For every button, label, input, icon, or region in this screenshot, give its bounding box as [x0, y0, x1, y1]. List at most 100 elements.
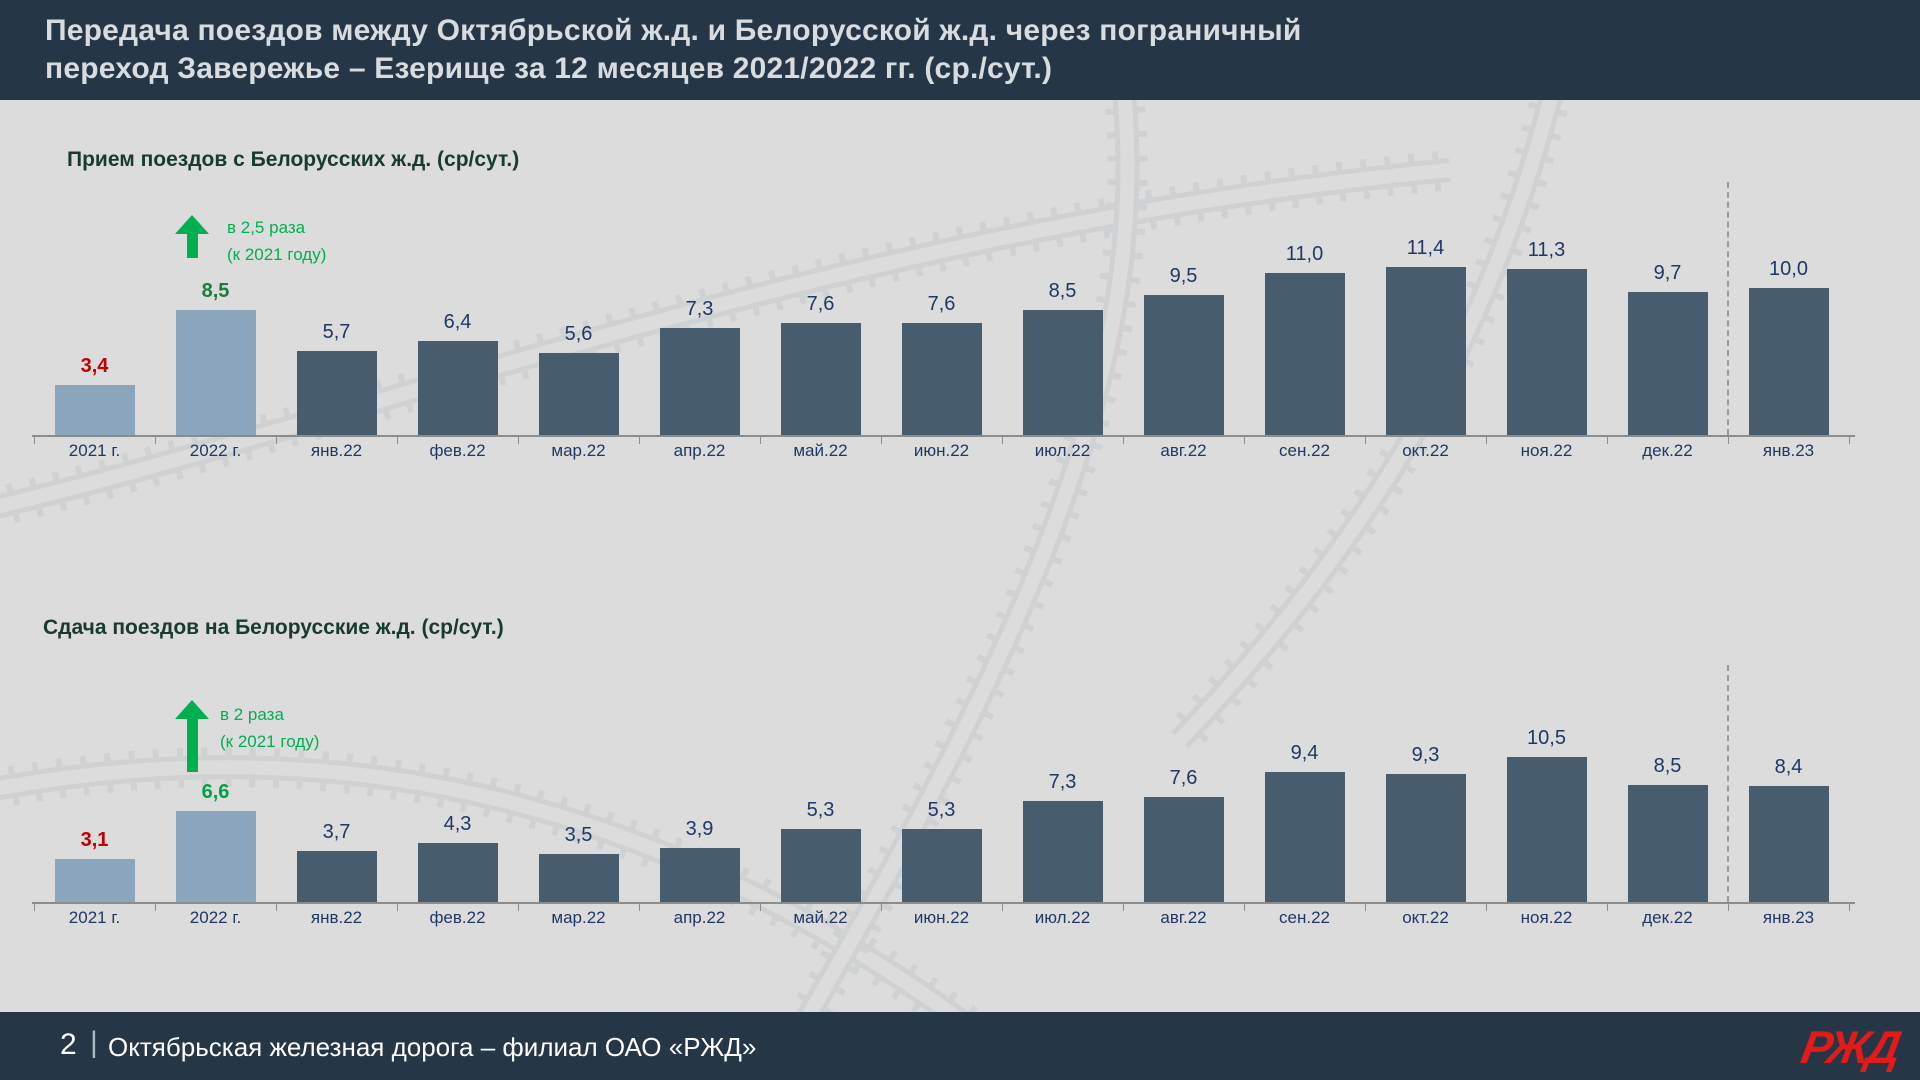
axis-tick: [1365, 437, 1366, 444]
bar-value-label: 3,9: [685, 818, 714, 840]
chart2-handover-bar-chart: 3,1 2021 г. 6,6 2022 г. 3,7 янв.22 4,3 фев.22 3,…: [32, 607, 1855, 947]
arrow-head: [175, 215, 209, 234]
bar: [1022, 310, 1103, 435]
bar: [1506, 269, 1587, 435]
x-axis-line: [32, 902, 1855, 904]
axis-tick: [155, 437, 156, 444]
axis-tick: [1486, 904, 1487, 911]
axis-tick: [639, 904, 640, 911]
bar: [1264, 772, 1345, 902]
bar: [296, 351, 377, 435]
bar-value-label: 5,6: [564, 323, 593, 345]
axis-tick: [1002, 904, 1003, 911]
axis-tick: [155, 904, 156, 911]
bar: [175, 310, 256, 435]
x-axis-label: ноя.22: [1520, 908, 1573, 927]
axis-tick: [1244, 904, 1245, 911]
bar: [54, 385, 135, 435]
x-axis-label: 2022 г.: [189, 908, 242, 927]
chart1-title: Прием поездов с Белорусских ж.д. (ср/сут…: [67, 148, 520, 171]
period-separator-dashed-line: [1727, 182, 1729, 435]
axis-tick: [276, 437, 277, 444]
footer-separator: |: [90, 1026, 98, 1059]
bar: [538, 854, 619, 902]
bar-value-label: 7,6: [927, 293, 956, 315]
x-axis-label: янв.23: [1762, 441, 1815, 460]
x-axis-label: ноя.22: [1520, 441, 1573, 460]
bar-value-label: 8,5: [1653, 755, 1682, 777]
x-axis-label: янв.22: [310, 441, 363, 460]
chart1-plot-area: 3,4 2021 г. 8,5 2022 г. 5,7 янв.22 6,4 фев.22 5,…: [32, 140, 1855, 460]
x-axis-label: 2021 г.: [68, 441, 121, 460]
bar-value-label: 7,6: [1169, 767, 1198, 789]
bar: [1627, 785, 1708, 902]
axis-tick: [1607, 437, 1608, 444]
axis-tick: [639, 437, 640, 444]
bar-value-label: 9,3: [1411, 744, 1440, 766]
bar: [780, 323, 861, 435]
bar-value-label: 11,0: [1285, 243, 1324, 265]
axis-tick: [397, 904, 398, 911]
x-axis-label: сен.22: [1279, 908, 1330, 927]
x-axis-label: май.22: [793, 908, 848, 927]
axis-tick: [760, 437, 761, 444]
axis-tick: [518, 437, 519, 444]
bar: [175, 811, 256, 902]
x-axis-label: 2022 г.: [189, 441, 242, 460]
bar-value-label: 11,3: [1527, 239, 1566, 261]
bar: [901, 323, 982, 435]
axis-tick: [1123, 904, 1124, 911]
bar-value-label: 9,5: [1169, 265, 1198, 287]
bar: [1022, 801, 1103, 902]
chart1-growth-baseline: (к 2021 году): [227, 245, 327, 264]
bar-value-label: 7,3: [1048, 771, 1077, 793]
bar-value-label: 6,6: [201, 781, 230, 803]
x-axis-label: авг.22: [1160, 441, 1207, 460]
bar-value-label: 5,3: [806, 799, 835, 821]
chart1-reception-bar-chart: 3,4 2021 г. 8,5 2022 г. 5,7 янв.22 6,4 фев.22 5,…: [32, 140, 1855, 480]
bar: [1506, 757, 1587, 902]
bar-value-label: 9,7: [1653, 262, 1682, 284]
header-bar: Передача поездов между Октябрьской ж.д. …: [0, 0, 1920, 100]
bar: [659, 848, 740, 902]
bar: [54, 859, 135, 902]
x-axis-label: июн.22: [913, 908, 970, 927]
axis-tick: [1365, 904, 1366, 911]
slide-title-line2: переход Завережье – Езерище за 12 месяце…: [45, 52, 1053, 85]
x-axis-label: окт.22: [1402, 441, 1449, 460]
x-axis-label: июл.22: [1034, 908, 1091, 927]
rzd-logo: РЖД: [1797, 1021, 1903, 1073]
bar-value-label: 10,5: [1527, 727, 1566, 749]
bar-value-label: 9,4: [1290, 742, 1319, 764]
chart2-growth-annotation: в 2 раза (к 2021 году): [220, 701, 319, 755]
x-axis-label: май.22: [793, 441, 848, 460]
x-axis-label: фев.22: [429, 908, 486, 927]
footer-bar: 2 | Октябрьская железная дорога – филиал…: [0, 1012, 1920, 1080]
x-axis-label: апр.22: [673, 441, 726, 460]
arrow-stem: [187, 232, 198, 258]
bar-value-label: 8,5: [1048, 280, 1077, 302]
bar: [1143, 295, 1224, 435]
railway-tracks-background-art: [0, 100, 1571, 1012]
bar-value-label: 7,6: [806, 293, 835, 315]
axis-tick: [1123, 437, 1124, 444]
axis-tick: [518, 904, 519, 911]
axis-tick: [1002, 437, 1003, 444]
bar: [780, 829, 861, 902]
bar: [1143, 797, 1224, 902]
page-number: 2: [60, 1028, 77, 1061]
axis-tick: [881, 437, 882, 444]
axis-tick: [1728, 904, 1729, 911]
axis-tick: [34, 904, 35, 911]
slide-title-line1: Передача поездов между Октябрьской ж.д. …: [45, 14, 1302, 47]
axis-tick: [881, 904, 882, 911]
x-axis-label: мар.22: [551, 441, 606, 460]
bar-value-label: 11,4: [1406, 237, 1445, 259]
bar-value-label: 3,4: [80, 355, 109, 377]
axis-tick: [1607, 904, 1608, 911]
axis-tick: [34, 437, 35, 444]
x-axis-label: июл.22: [1034, 441, 1091, 460]
bar: [538, 353, 619, 435]
bar: [296, 851, 377, 902]
